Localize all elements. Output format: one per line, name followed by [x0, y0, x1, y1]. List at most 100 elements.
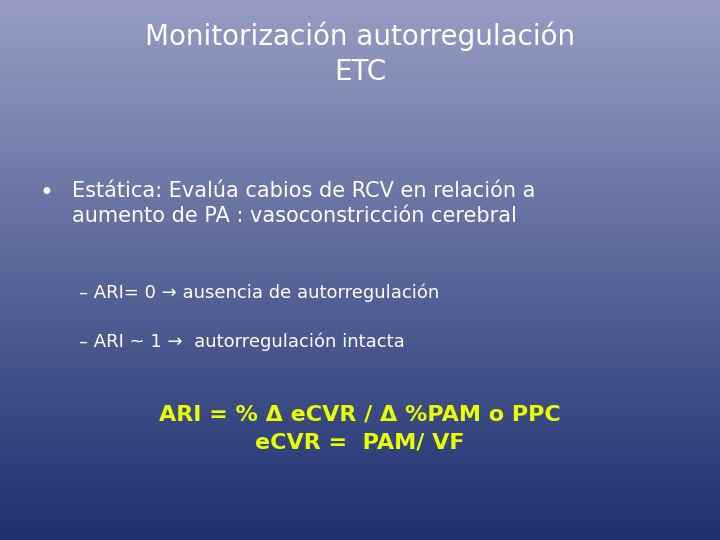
Bar: [0, 281, 720, 282]
Bar: [0, 270, 720, 272]
Bar: [0, 421, 720, 423]
Bar: [0, 9, 720, 11]
Bar: [0, 536, 720, 538]
Bar: [0, 328, 720, 329]
Bar: [0, 20, 720, 22]
Bar: [0, 205, 720, 207]
Bar: [0, 398, 720, 400]
Bar: [0, 488, 720, 490]
Bar: [0, 282, 720, 285]
Bar: [0, 201, 720, 204]
Bar: [0, 479, 720, 481]
Bar: [0, 247, 720, 248]
Bar: [0, 211, 720, 212]
Bar: [0, 275, 720, 277]
Bar: [0, 498, 720, 501]
Bar: [0, 320, 720, 322]
Bar: [0, 42, 720, 43]
Bar: [0, 322, 720, 324]
Bar: [0, 360, 720, 362]
Bar: [0, 248, 720, 250]
Text: Estática: Evalúa cabios de RCV en relación a
aumento de PA : vasoconstricción ce: Estática: Evalúa cabios de RCV en relaci…: [72, 181, 536, 226]
Bar: [0, 130, 720, 131]
Bar: [0, 119, 720, 120]
Bar: [0, 518, 720, 520]
Bar: [0, 349, 720, 351]
Bar: [0, 97, 720, 99]
Bar: [0, 501, 720, 502]
Bar: [0, 16, 720, 18]
Bar: [0, 182, 720, 184]
Bar: [0, 209, 720, 211]
Text: – ARI ~ 1 →  autorregulación intacta: – ARI ~ 1 → autorregulación intacta: [79, 332, 405, 350]
Bar: [0, 22, 720, 23]
Bar: [0, 285, 720, 286]
Bar: [0, 335, 720, 336]
Bar: [0, 124, 720, 126]
Bar: [0, 123, 720, 124]
Bar: [0, 86, 720, 88]
Bar: [0, 515, 720, 517]
Bar: [0, 444, 720, 447]
Bar: [0, 333, 720, 335]
Bar: [0, 363, 720, 366]
Text: – ARI= 0 → ausencia de autorregulación: – ARI= 0 → ausencia de autorregulación: [79, 284, 439, 302]
Bar: [0, 112, 720, 113]
Bar: [0, 513, 720, 515]
Bar: [0, 468, 720, 470]
Bar: [0, 484, 720, 486]
Bar: [0, 297, 720, 299]
Bar: [0, 529, 720, 531]
Bar: [0, 194, 720, 196]
Bar: [0, 373, 720, 374]
Bar: [0, 137, 720, 139]
Bar: [0, 216, 720, 218]
Bar: [0, 85, 720, 86]
Bar: [0, 344, 720, 346]
Bar: [0, 326, 720, 328]
Bar: [0, 234, 720, 236]
Bar: [0, 324, 720, 326]
Bar: [0, 351, 720, 353]
Bar: [0, 274, 720, 275]
Bar: [0, 301, 720, 302]
Bar: [0, 428, 720, 430]
Bar: [0, 493, 720, 495]
Bar: [0, 31, 720, 32]
Bar: [0, 319, 720, 320]
Bar: [0, 286, 720, 288]
Bar: [0, 32, 720, 34]
Bar: [0, 342, 720, 344]
Bar: [0, 254, 720, 255]
Bar: [0, 187, 720, 189]
Bar: [0, 39, 720, 42]
Bar: [0, 204, 720, 205]
Bar: [0, 90, 720, 92]
Bar: [0, 231, 720, 232]
Bar: [0, 353, 720, 355]
Bar: [0, 25, 720, 27]
Bar: [0, 416, 720, 417]
Bar: [0, 450, 720, 452]
Bar: [0, 295, 720, 297]
Bar: [0, 198, 720, 200]
Bar: [0, 407, 720, 409]
Bar: [0, 509, 720, 511]
Bar: [0, 171, 720, 173]
Bar: [0, 371, 720, 373]
Bar: [0, 193, 720, 194]
Bar: [0, 150, 720, 151]
Bar: [0, 522, 720, 524]
Bar: [0, 447, 720, 448]
Bar: [0, 362, 720, 363]
Bar: [0, 266, 720, 268]
Bar: [0, 11, 720, 12]
Bar: [0, 117, 720, 119]
Bar: [0, 265, 720, 266]
Bar: [0, 420, 720, 421]
Bar: [0, 185, 720, 187]
Bar: [0, 76, 720, 77]
Bar: [0, 128, 720, 130]
Bar: [0, 331, 720, 333]
Bar: [0, 376, 720, 378]
